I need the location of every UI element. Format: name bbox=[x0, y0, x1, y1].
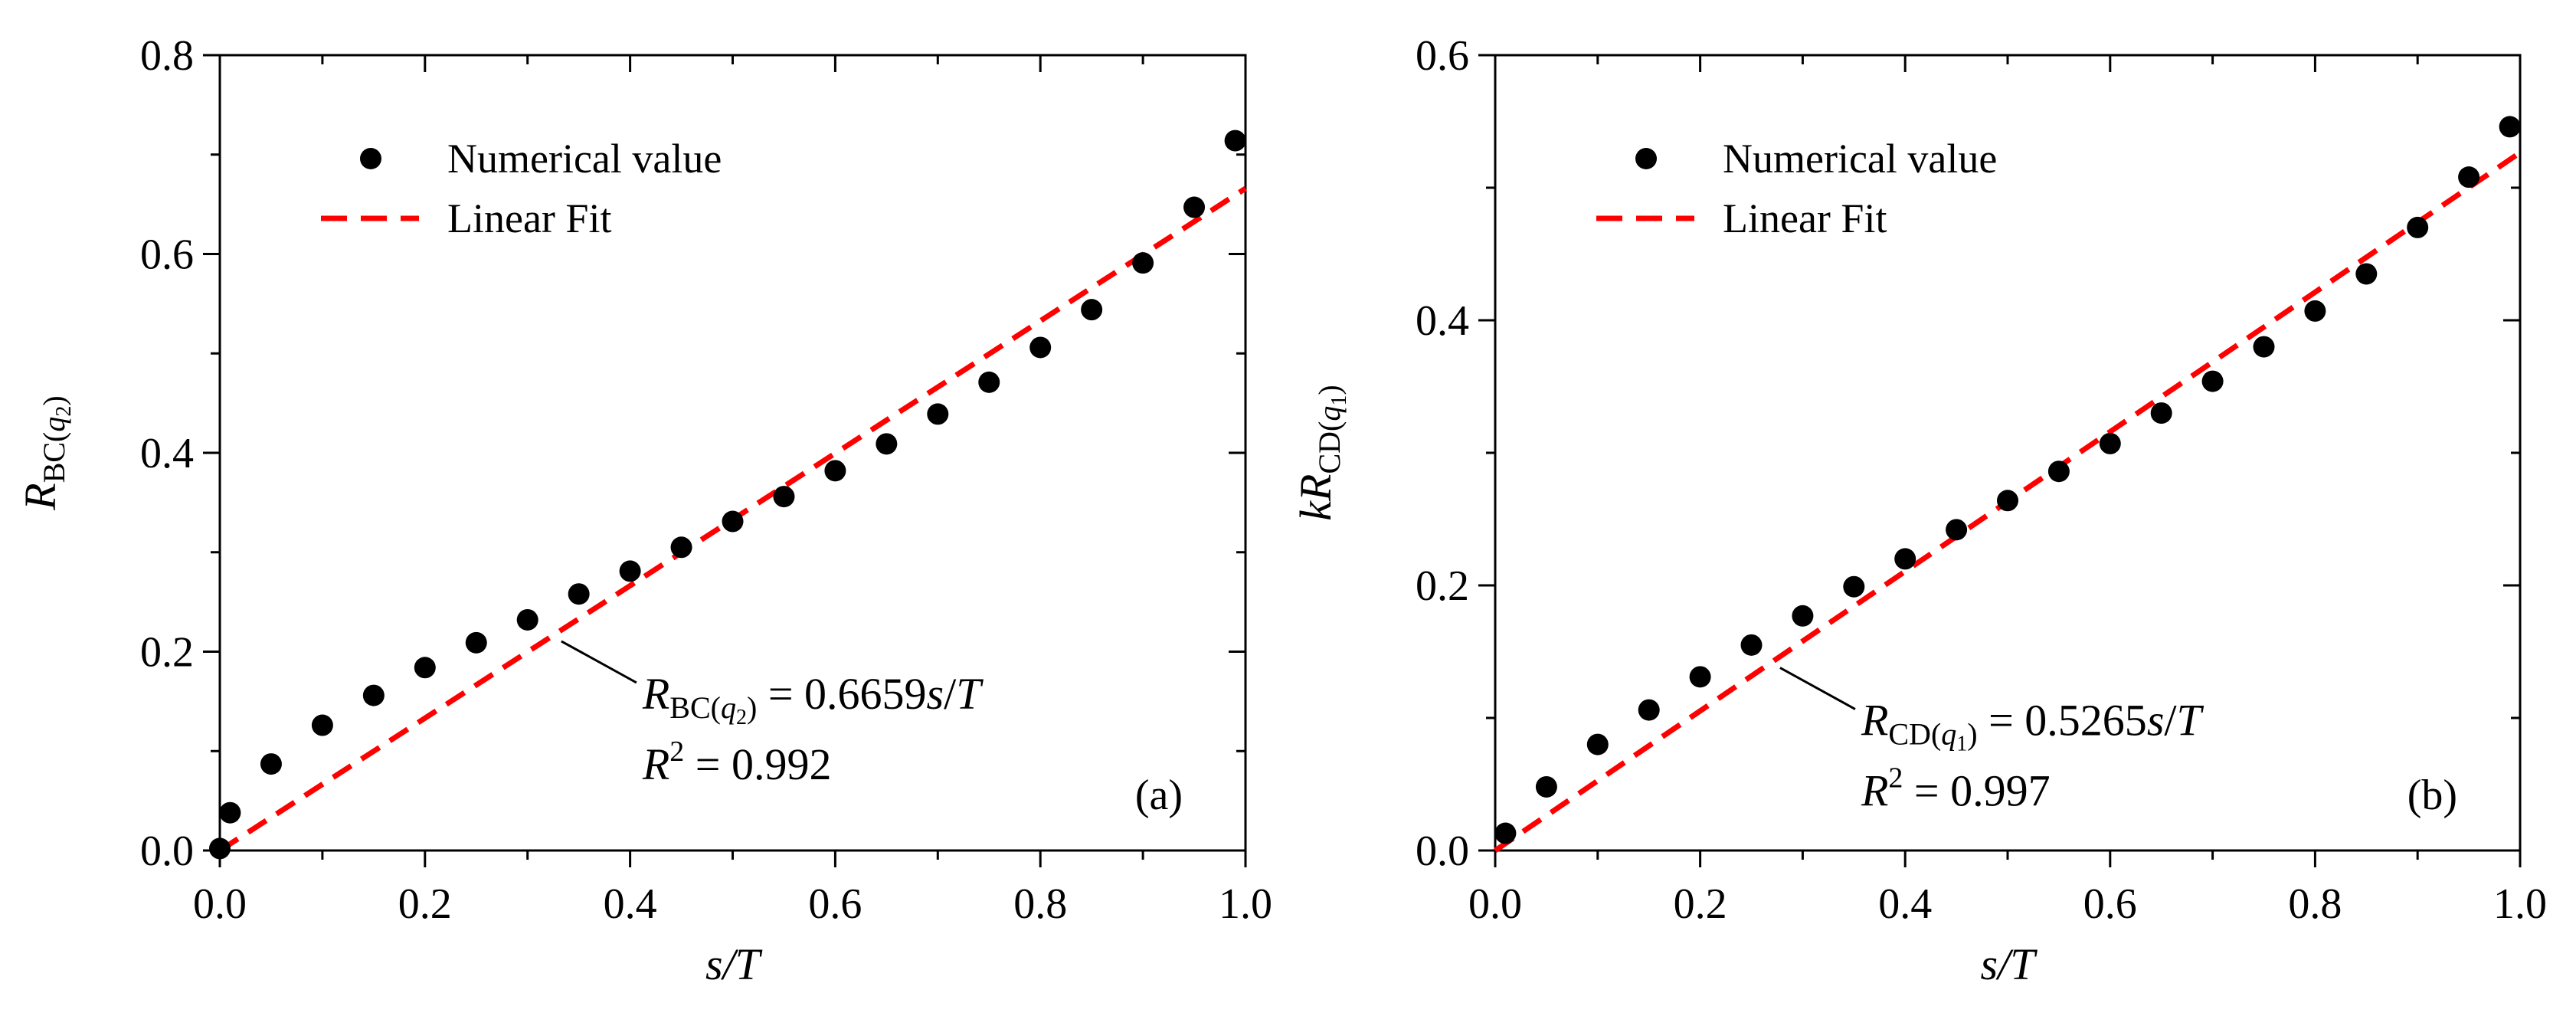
y-axis-label: RBC(q2) bbox=[15, 395, 76, 510]
data-point bbox=[927, 403, 949, 425]
x-tick-label: 0.8 bbox=[1013, 880, 1067, 928]
annotation-pointer bbox=[1779, 667, 1856, 710]
data-point bbox=[1183, 196, 1206, 218]
data-point bbox=[1997, 490, 2018, 512]
data-point bbox=[670, 536, 692, 559]
y-tick-label: 0.4 bbox=[1416, 297, 1469, 345]
x-tick-label: 0.2 bbox=[1674, 880, 1727, 928]
data-point bbox=[824, 460, 846, 482]
data-point bbox=[1894, 548, 1916, 570]
data-point bbox=[2047, 460, 2070, 483]
data-point bbox=[1535, 775, 1557, 798]
x-tick-label: 0.4 bbox=[604, 880, 657, 928]
data-point bbox=[2355, 263, 2378, 285]
panel-label: (a) bbox=[1135, 772, 1183, 819]
r-squared: R2 = 0.992 bbox=[642, 736, 832, 789]
data-point bbox=[1494, 822, 1517, 844]
data-point bbox=[1224, 129, 1246, 152]
y-tick-label: 0.0 bbox=[1416, 828, 1469, 875]
y-tick-label: 0.8 bbox=[140, 32, 194, 80]
panel-b: 0.0 0.2 0.4 0.6 0.8 1.0 0.0 0.2 0.4 0.6 s/T kRCD(q1… bbox=[1291, 32, 2547, 989]
x-axis-label: s/T bbox=[1981, 939, 2038, 989]
x-tick-label: 1.0 bbox=[2493, 880, 2547, 928]
plot-frame bbox=[218, 54, 1247, 852]
data-point bbox=[219, 801, 241, 824]
y-tick-label: 0.6 bbox=[1416, 32, 1469, 80]
data-point bbox=[1029, 336, 1052, 359]
data-point bbox=[2201, 370, 2224, 392]
x-tick-label: 1.0 bbox=[1219, 880, 1272, 928]
data-point bbox=[1792, 605, 1814, 627]
panel-a: 0.0 0.2 0.4 0.6 0.8 1.0 0.0 0.2 0.4 0.6 0.8 s/T RBC(… bbox=[15, 32, 1272, 989]
data-point bbox=[1689, 666, 1711, 688]
x-tick-label: 0.0 bbox=[193, 880, 247, 928]
y-tick-label: 0.0 bbox=[140, 828, 194, 875]
data-point bbox=[978, 371, 1000, 393]
data-point bbox=[465, 631, 487, 654]
x-tick-label: 0.4 bbox=[1878, 880, 1932, 928]
data-point bbox=[1843, 575, 1865, 598]
data-point bbox=[1586, 733, 1609, 755]
y-tick-label: 0.2 bbox=[1416, 562, 1469, 610]
y-tick-label: 0.4 bbox=[140, 430, 194, 477]
data-point bbox=[1946, 519, 1968, 541]
legend-marker-icon bbox=[360, 148, 381, 169]
x-tick-label: 0.2 bbox=[398, 880, 452, 928]
fit-equation: RCD(q1) = 0.5265s/T bbox=[1861, 696, 2204, 756]
data-point bbox=[362, 684, 385, 706]
data-point bbox=[2407, 216, 2429, 238]
x-tick-label: 0.0 bbox=[1468, 880, 1522, 928]
data-point bbox=[260, 753, 282, 775]
data-point bbox=[1081, 299, 1103, 321]
data-point bbox=[2150, 402, 2172, 424]
data-point bbox=[568, 583, 590, 605]
annotation-pointer bbox=[561, 640, 637, 684]
x-tick-label: 0.8 bbox=[2288, 880, 2342, 928]
data-point bbox=[2304, 300, 2326, 322]
data-point bbox=[209, 837, 231, 860]
legend-label-numerical: Numerical value bbox=[447, 136, 722, 182]
data-point bbox=[414, 657, 436, 679]
x-tick-label: 0.6 bbox=[2083, 880, 2137, 928]
data-point bbox=[1132, 252, 1154, 274]
x-tick-label: 0.6 bbox=[808, 880, 862, 928]
y-axis-label: kRCD(q1) bbox=[1291, 385, 1351, 520]
panel-label: (b) bbox=[2407, 772, 2457, 819]
data-point bbox=[1740, 634, 1763, 656]
legend-label-fit: Linear Fit bbox=[447, 195, 611, 241]
legend-label-fit: Linear Fit bbox=[1723, 195, 1887, 241]
data-point bbox=[2499, 116, 2521, 138]
data-point bbox=[1638, 699, 1660, 721]
y-tick-label: 0.6 bbox=[140, 231, 194, 279]
data-point bbox=[619, 560, 641, 582]
r-squared: R2 = 0.997 bbox=[1861, 762, 2051, 816]
data-point bbox=[773, 486, 795, 508]
y-tick-label: 0.2 bbox=[140, 629, 194, 677]
data-point bbox=[2099, 432, 2121, 454]
data-point bbox=[2458, 166, 2480, 188]
x-axis-label: s/T bbox=[705, 939, 763, 989]
fit-equation: RBC(q2) = 0.6659s/T bbox=[642, 669, 984, 729]
data-point bbox=[2253, 336, 2275, 358]
data-point bbox=[876, 433, 898, 455]
legend-marker-icon bbox=[1635, 148, 1657, 169]
legend-label-numerical: Numerical value bbox=[1723, 136, 1997, 182]
data-point bbox=[722, 510, 744, 533]
data-point bbox=[516, 608, 538, 631]
data-point bbox=[311, 714, 333, 736]
